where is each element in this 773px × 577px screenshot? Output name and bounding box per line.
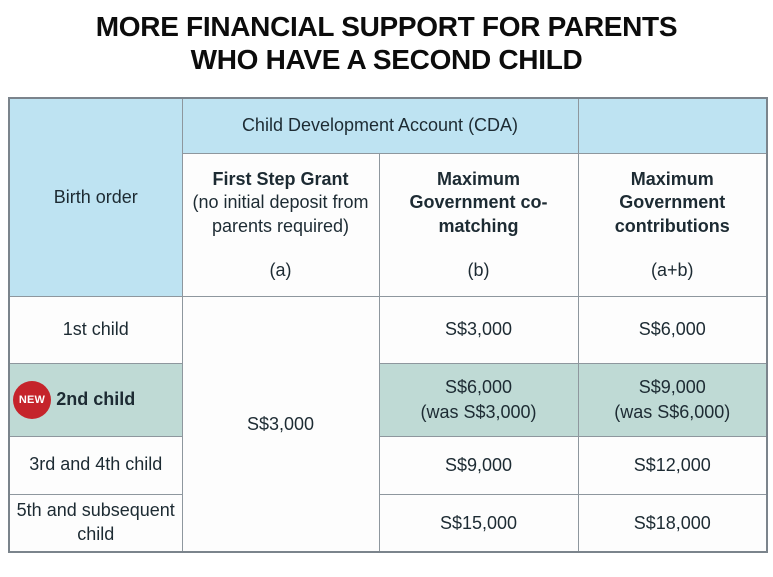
first-step-grant-title: First Step Grant xyxy=(212,168,349,189)
contributions-header-cell: Maximum Government contributions (a+b) xyxy=(577,152,768,297)
co-matching-new-value: S$6,000 xyxy=(444,377,513,398)
contributions-value-3rd-4th: S$12,000 xyxy=(577,435,768,495)
co-matching-value-2nd: S$6,000 (was S$3,000) xyxy=(378,362,579,437)
co-matching-header-cell: Maximum Government co-matching (b) xyxy=(378,152,579,297)
first-step-grant-value-cell: S$3,000 xyxy=(181,295,380,553)
table-row-1st-child: 1st child S$3,000 S$3,000 S$6,000 xyxy=(8,295,768,553)
table-subheader-row: First Step Grant (no initial deposit fro… xyxy=(9,152,768,297)
co-matching-key: (b) xyxy=(467,260,490,281)
birth-order-header-cell: Birth order xyxy=(8,97,183,297)
co-matching-value-5th: S$15,000 xyxy=(378,493,579,553)
first-step-grant-note: (no initial deposit from parents require… xyxy=(192,192,369,236)
contributions-title: Maximum Government contributions xyxy=(614,168,730,236)
birth-order-cell-2nd: NEW 2nd child xyxy=(8,362,183,437)
page-title-line1: MORE FINANCIAL SUPPORT FOR PARENTS xyxy=(95,11,678,42)
contributions-value-2nd: S$9,000 (was S$6,000) xyxy=(577,362,768,437)
co-matching-value-1st: S$3,000 xyxy=(378,295,579,364)
birth-order-cell-3rd-4th: 3rd and 4th child xyxy=(8,435,183,495)
page-title-line2: WHO HAVE A SECOND CHILD xyxy=(190,44,583,76)
table-row-2nd-child-highlighted: NEW 2nd child S$6,000 (was S$3,000) S$9,… xyxy=(8,362,768,437)
infographic-page: MORE FINANCIAL SUPPORT FOR PARENTS WHO H… xyxy=(0,10,773,577)
contributions-old-value: (was S$6,000) xyxy=(614,401,731,422)
birth-order-cell-1st: 1st child xyxy=(8,295,183,364)
birth-order-label: 5th and subsequent child xyxy=(16,500,175,544)
table-row-3rd-4th-child: 3rd and 4th child S$9,000 S$12,000 xyxy=(8,435,768,495)
first-step-grant-header-cell: First Step Grant (no initial deposit fro… xyxy=(181,152,380,297)
contributions-value-5th: S$18,000 xyxy=(577,493,768,553)
birth-order-label: 2nd child xyxy=(56,388,136,409)
contributions-new-value: S$9,000 xyxy=(638,377,706,398)
birth-order-cell-5th: 5th and subsequent child xyxy=(8,493,183,553)
first-step-grant-key: (a) xyxy=(269,260,292,281)
birth-order-label: 3rd and 4th child xyxy=(29,454,163,475)
contributions-key: (a+b) xyxy=(650,260,694,281)
table-row-5th-subsequent-child: 5th and subsequent child S$15,000 S$18,0… xyxy=(8,493,768,553)
table-group-header-row: Birth order Child Development Account (C… xyxy=(8,97,768,297)
page-title: MORE FINANCIAL SUPPORT FOR PARENTS WHO H… xyxy=(12,10,761,76)
co-matching-value-3rd-4th: S$9,000 xyxy=(378,435,579,495)
birth-order-label: 1st child xyxy=(62,318,129,339)
new-badge: NEW xyxy=(13,380,51,419)
contributions-value-1st: S$6,000 xyxy=(577,295,768,364)
cda-group-header-cell: Child Development Account (CDA) xyxy=(181,97,579,154)
co-matching-old-value: (was S$3,000) xyxy=(420,401,537,422)
empty-header-cell xyxy=(577,97,768,154)
co-matching-title: Maximum Government co-matching xyxy=(409,168,548,236)
financial-support-table: Birth order Child Development Account (C… xyxy=(8,97,768,554)
